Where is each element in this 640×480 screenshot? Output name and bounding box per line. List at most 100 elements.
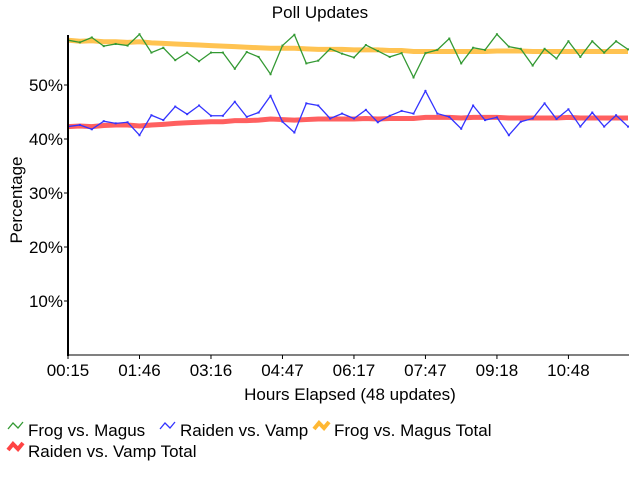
data-point — [317, 59, 320, 62]
data-point — [627, 48, 629, 51]
data-point — [269, 73, 272, 76]
x-tick-label: 00:15 — [47, 361, 90, 380]
series-line-3 — [67, 114, 628, 130]
data-point — [519, 120, 522, 123]
data-point — [317, 104, 320, 107]
data-point — [209, 51, 212, 54]
x-axis-label: Hours Elapsed (48 updates) — [244, 385, 456, 404]
data-point — [495, 33, 498, 36]
data-point — [245, 51, 248, 54]
data-point — [519, 47, 522, 50]
data-point — [162, 119, 165, 122]
data-point — [257, 55, 260, 58]
data-point — [341, 52, 344, 55]
data-point — [269, 94, 272, 97]
data-point — [579, 55, 582, 58]
data-point — [591, 40, 594, 43]
data-point — [424, 52, 427, 55]
data-point — [472, 46, 475, 49]
series-line-1 — [67, 89, 629, 137]
x-tick-label: 09:18 — [476, 361, 519, 380]
data-point — [102, 120, 105, 123]
data-point — [531, 64, 534, 67]
y-tick-label: 10% — [29, 292, 63, 311]
data-point — [579, 125, 582, 128]
data-point — [364, 44, 367, 47]
data-point — [78, 123, 81, 126]
data-point — [138, 33, 141, 36]
data-point — [531, 117, 534, 120]
data-point — [460, 127, 463, 130]
x-tick-label: 06:17 — [333, 361, 376, 380]
data-point — [114, 122, 117, 125]
data-point — [150, 114, 153, 117]
data-point — [293, 131, 296, 134]
data-point — [412, 112, 415, 115]
series-line-2 — [67, 37, 628, 55]
data-point — [484, 119, 487, 122]
data-point — [543, 47, 546, 50]
data-point — [162, 46, 165, 49]
data-point — [555, 118, 558, 121]
legend-swatch-icon — [159, 421, 176, 430]
data-point — [174, 105, 177, 108]
data-point — [591, 111, 594, 114]
data-point — [102, 45, 105, 48]
data-point — [448, 37, 451, 40]
data-point — [198, 104, 201, 107]
y-tick-label: 50% — [29, 76, 63, 95]
y-tick-label: 20% — [29, 238, 63, 257]
data-point — [209, 114, 212, 117]
data-point — [186, 51, 189, 54]
data-point — [472, 104, 475, 107]
data-point — [281, 120, 284, 123]
data-point — [627, 125, 629, 128]
data-point — [400, 52, 403, 55]
chart-title: Poll Updates — [272, 3, 368, 22]
legend: Frog vs. Magus Raiden vs. Vamp Frog vs. Ma… — [6, 420, 491, 461]
data-point — [198, 60, 201, 63]
data-point — [567, 40, 570, 43]
data-point — [293, 33, 296, 36]
x-tick-label: 03:16 — [190, 361, 233, 380]
legend-label: Raiden vs. Vamp Total — [28, 442, 197, 461]
data-point — [114, 42, 117, 45]
x-tick-label: 07:47 — [404, 361, 447, 380]
data-point — [329, 117, 332, 120]
data-point — [460, 62, 463, 65]
data-point — [174, 59, 177, 62]
data-point — [341, 112, 344, 115]
data-point — [495, 116, 498, 119]
data-point — [615, 114, 618, 117]
x-tick-label: 04:47 — [261, 361, 304, 380]
data-point — [448, 115, 451, 118]
series-line-0 — [67, 33, 629, 79]
data-point — [305, 62, 308, 65]
legend-swatch-icon — [312, 420, 331, 431]
data-point — [257, 111, 260, 114]
data-point — [329, 47, 332, 50]
legend-label: Raiden vs. Vamp — [180, 421, 308, 440]
data-point — [233, 67, 236, 70]
data-point — [567, 108, 570, 111]
data-point — [364, 108, 367, 111]
y-axis-label: Percentage — [7, 157, 26, 244]
data-point — [126, 44, 129, 47]
legend-label: Frog vs. Magus — [28, 421, 145, 440]
data-point — [186, 113, 189, 116]
data-point — [281, 44, 284, 47]
y-tick-label: 30% — [29, 184, 63, 203]
data-point — [615, 40, 618, 43]
data-point — [90, 128, 93, 131]
data-point — [484, 48, 487, 51]
data-point — [352, 117, 355, 120]
x-tick-label: 01:46 — [118, 361, 161, 380]
data-point — [376, 49, 379, 52]
data-point — [138, 134, 141, 137]
legend-swatch-icon — [7, 421, 24, 430]
data-point — [126, 121, 129, 124]
data-point — [245, 115, 248, 118]
x-tick-label: 10:48 — [547, 361, 590, 380]
data-point — [555, 57, 558, 60]
